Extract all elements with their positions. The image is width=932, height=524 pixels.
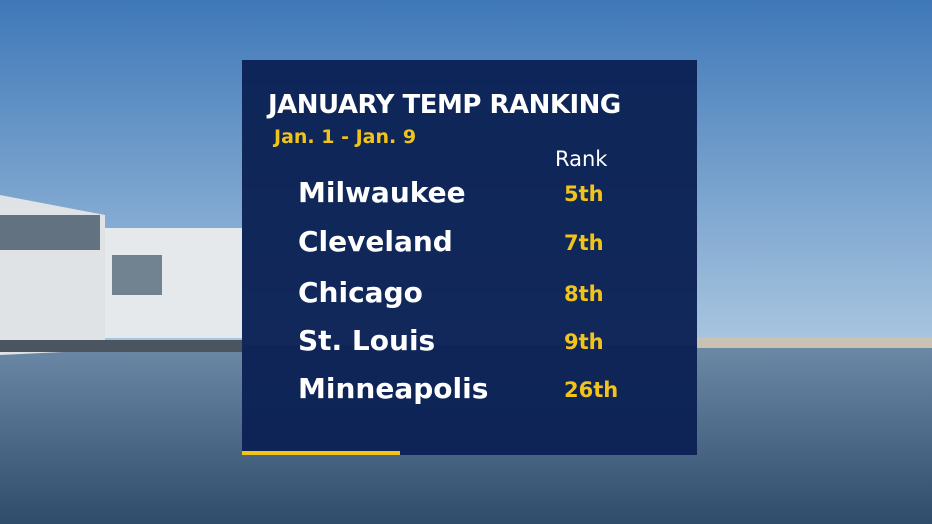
rank-value: 9th (564, 330, 604, 354)
title: JANUARY TEMP RANKING (268, 90, 621, 120)
rank-value: 5th (564, 182, 604, 206)
city-name: Cleveland (298, 225, 453, 258)
building-windows (0, 215, 100, 250)
column-header: Rank (555, 147, 608, 171)
city-name: St. Louis (298, 324, 436, 357)
city-name: Chicago (298, 276, 423, 309)
building-glass (112, 255, 162, 295)
breakwater (697, 337, 932, 348)
subtitle: Jan. 1 - Jan. 9 (274, 126, 417, 148)
pier (0, 340, 242, 352)
rank-value: 26th (564, 378, 619, 402)
rank-value: 8th (564, 282, 604, 306)
rank-value: 7th (564, 231, 604, 255)
city-name: Minneapolis (298, 372, 489, 405)
accent-bar (242, 451, 400, 455)
city-name: Milwaukee (298, 176, 466, 209)
info-panel (242, 60, 697, 455)
